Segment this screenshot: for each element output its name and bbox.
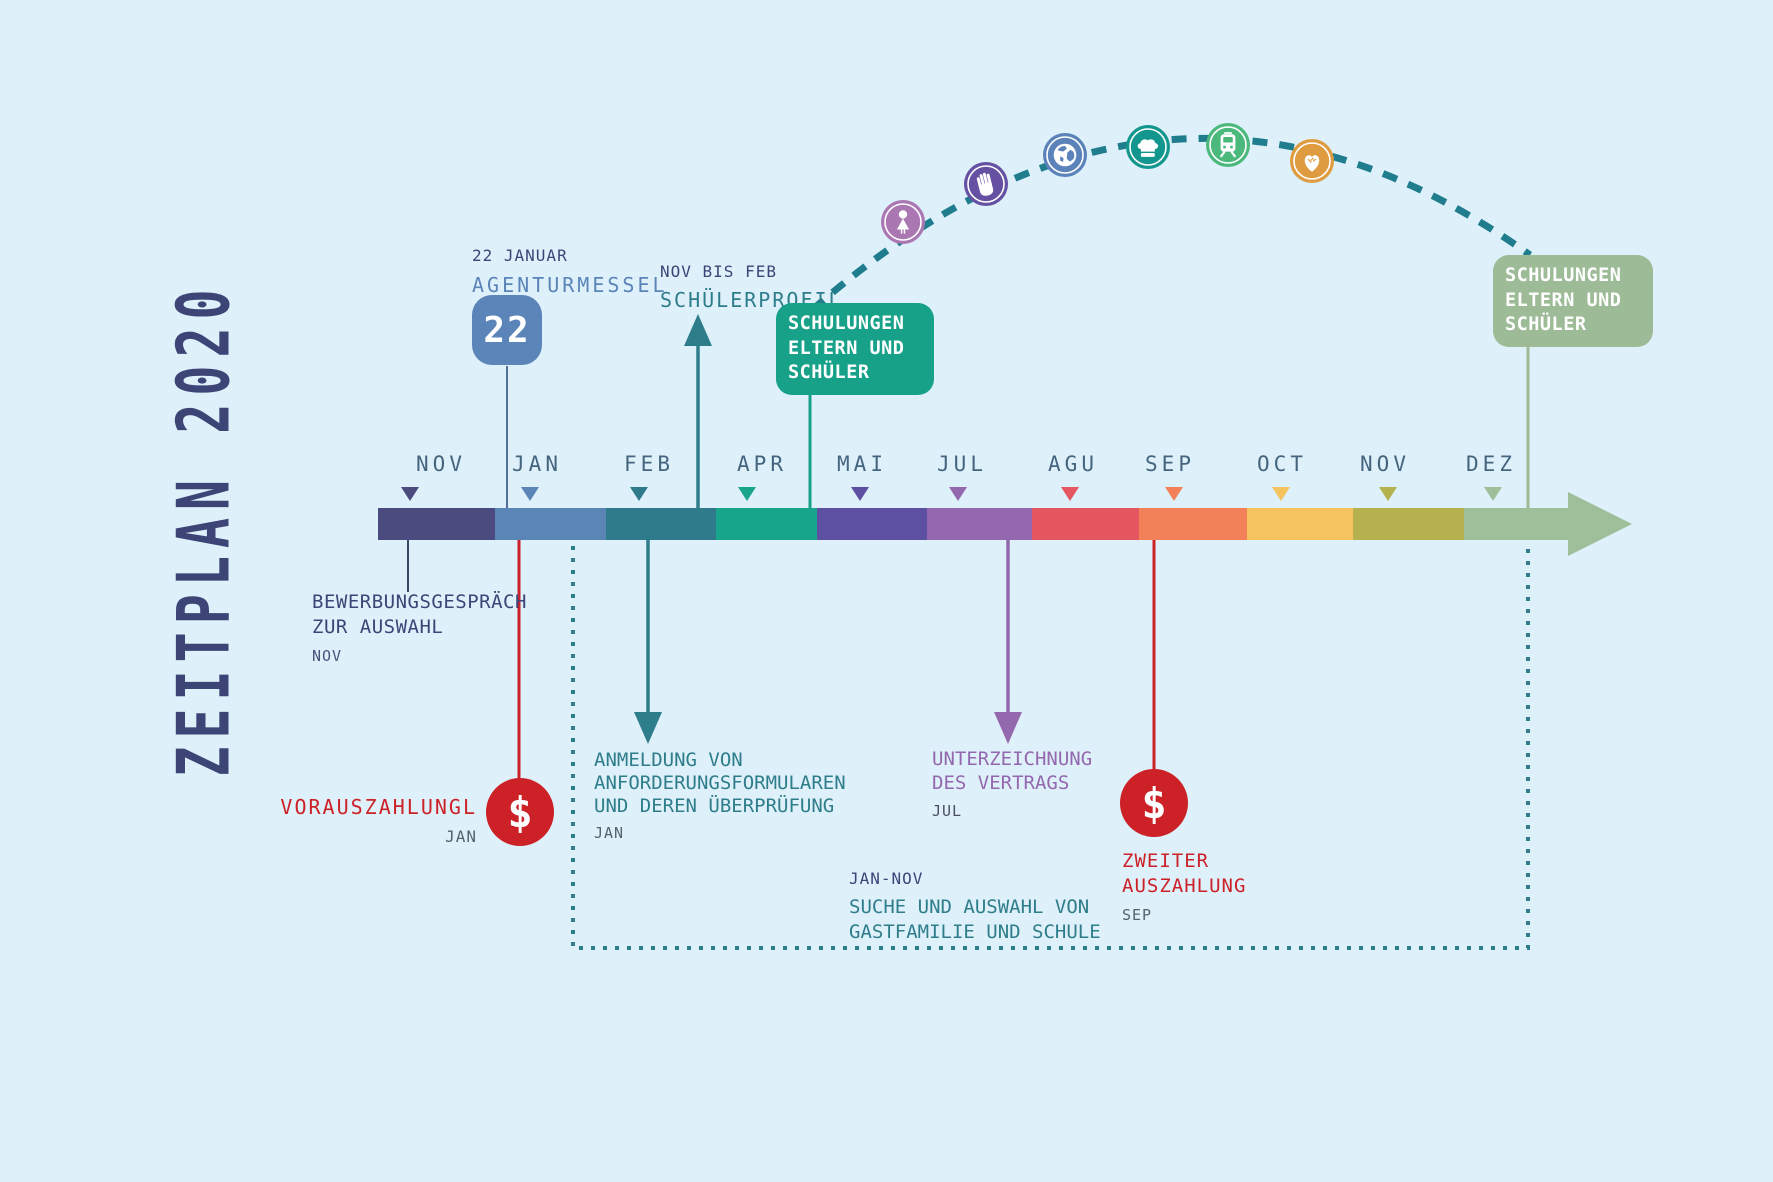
timeline-segment-7 (1139, 508, 1247, 540)
day-22-badge: 22 (472, 295, 542, 365)
month-label: OCT (1257, 452, 1307, 476)
month-label: NOV (1360, 452, 1410, 476)
month-label: FEB (624, 452, 674, 476)
arc-icons (881, 123, 1334, 244)
anmeldung-label: ANMELDUNG VON ANFORDERUNGSFORMULAREN UND… (594, 749, 846, 845)
month-marker-triangle (401, 487, 419, 501)
timeline-bar (378, 508, 1568, 540)
month-label: APR (737, 452, 787, 476)
train-icon (1206, 123, 1250, 167)
anmeldung-text: ANMELDUNG VON ANFORDERUNGSFORMULAREN UND… (594, 749, 846, 817)
schuelerprofil-date: NOV BIS FEB (660, 262, 777, 281)
person-icon (881, 200, 925, 244)
unterzeichnung-date: JUL (932, 802, 963, 820)
timeline-arrowhead (1568, 492, 1632, 556)
month-marker-triangle (949, 487, 967, 501)
vorauszahlung-label: VORAUSZAHLUNGL JAN (280, 795, 477, 849)
month-label: MAI (837, 452, 887, 476)
agenturmesse-date: 22 JANUAR (472, 246, 568, 265)
month-label: JAN (512, 452, 562, 476)
month-label: JUL (937, 452, 987, 476)
timeline-segment-1 (495, 508, 606, 540)
unterzeichnung-text: UNTERZEICHNUNG DES VERTRAGS (932, 748, 1093, 794)
month-marker-triangle (738, 487, 756, 501)
month-marker-triangle (1165, 487, 1183, 501)
dollar-circle-second-payment: $ (1120, 769, 1188, 837)
schulungen-left-box: SCHULUNGEN ELTERN UND SCHÜLER (776, 303, 934, 395)
dotted-range-rect (571, 546, 1530, 950)
month-marker-triangle (1061, 487, 1079, 501)
bewerbung-date: NOV (312, 647, 343, 665)
zweiter-auszahlung-date: SEP (1122, 906, 1153, 924)
unterzeichnung-label: UNTERZEICHNUNG DES VERTRAGS JUL (932, 747, 1092, 823)
schulungen-right-box: SCHULUNGEN ELTERN UND SCHÜLER (1493, 255, 1653, 347)
bewerbung-label: BEWERBUNGSGESPRÄCH ZUR AUSWAHL NOV (312, 590, 527, 669)
month-label: AGU (1048, 452, 1098, 476)
month-marker-triangle (851, 487, 869, 501)
month-marker-triangle (521, 487, 539, 501)
chef-hat-icon (1126, 125, 1170, 169)
anmeldung-date: JAN (594, 824, 625, 842)
suche-date-range: JAN-NOV (849, 869, 924, 888)
down-arrow-unterzeichnung (994, 540, 1022, 744)
bewerbung-text: BEWERBUNGSGESPRÄCH ZUR AUSWAHL (312, 591, 527, 638)
month-marker-triangle (1379, 487, 1397, 501)
month-label: DEZ (1466, 452, 1516, 476)
dollar-circle-first-payment: $ (486, 778, 554, 846)
timeline-segment-9 (1353, 508, 1464, 540)
month-marker-triangle (1272, 487, 1290, 501)
agenturmesse-label: 22 JANUAR AGENTURMESSEL (472, 243, 668, 298)
hand-icon (964, 162, 1008, 206)
handshake-icon (1290, 139, 1334, 183)
timeline-segment-4 (817, 508, 927, 540)
suche-text: SUCHE UND AUSWAHL VON GASTFAMILIE UND SC… (849, 896, 1101, 943)
timeline-segment-8 (1247, 508, 1353, 540)
month-marker-triangle (1484, 487, 1502, 501)
schuelerprofil-label: NOV BIS FEB SCHÜLERPROFIL (660, 259, 843, 313)
vorauszahlung-date: JAN (445, 827, 477, 846)
down-arrow-anmeldung (634, 540, 662, 744)
timeline-segment-5 (927, 508, 1032, 540)
agenturmesse-title: AGENTURMESSEL (472, 273, 668, 297)
up-arrow-schuelerprofil (684, 314, 712, 508)
month-label: SEP (1145, 452, 1195, 476)
timeline-segment-2 (606, 508, 716, 540)
vorauszahlung-title: VORAUSZAHLUNGL (280, 795, 477, 819)
timeline-segment-0 (378, 508, 495, 540)
zweiter-auszahlung-label: ZWEITER AUSZAHLUNG SEP (1122, 849, 1246, 928)
month-markers (401, 487, 1502, 501)
timeline-segment-10 (1464, 508, 1568, 540)
month-marker-triangle (630, 487, 648, 501)
month-label: NOV (416, 452, 466, 476)
globe-icon (1043, 133, 1087, 177)
suche-label: JAN-NOV SUCHE UND AUSWAHL VON GASTFAMILI… (849, 866, 1101, 945)
timeline-segment-3 (716, 508, 817, 540)
timeline-segment-6 (1032, 508, 1139, 540)
zweiter-auszahlung-text: ZWEITER AUSZAHLUNG (1122, 850, 1247, 897)
